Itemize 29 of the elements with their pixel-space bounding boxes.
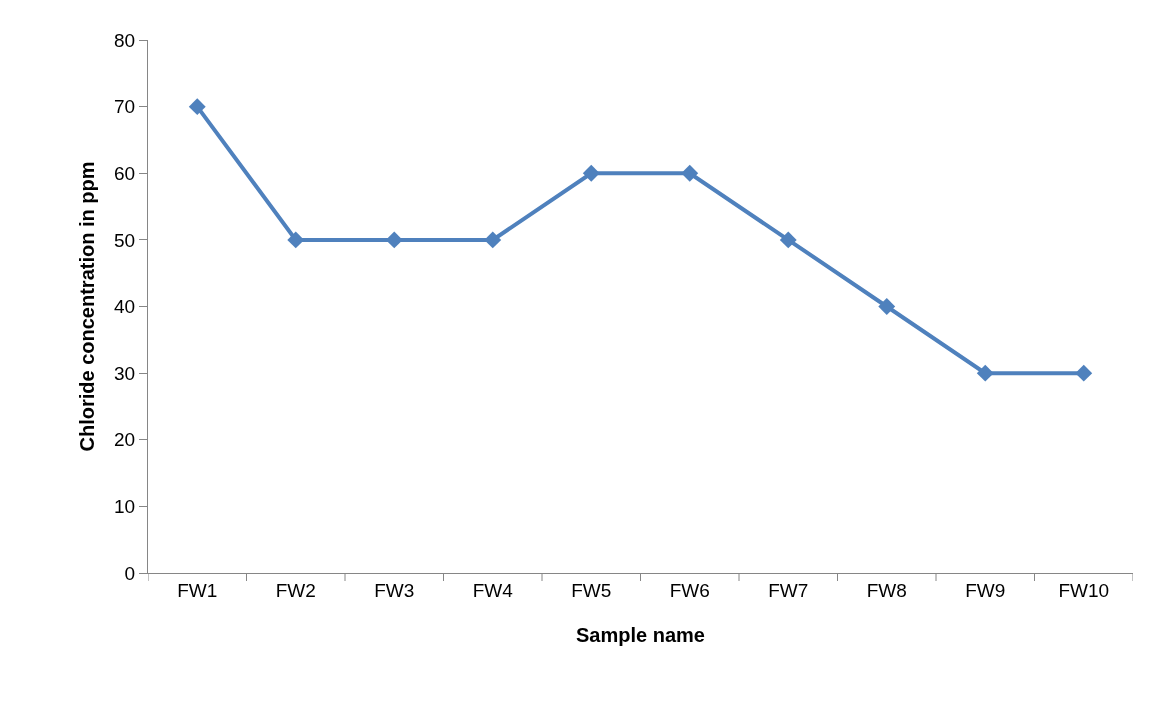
y-tick-label: 20 <box>114 429 136 451</box>
x-tick-label: FW2 <box>275 579 316 601</box>
point <box>484 231 502 249</box>
y-tick-label: 80 <box>114 29 136 51</box>
point <box>976 364 994 382</box>
point <box>188 98 206 116</box>
y-tick-label: 0 <box>124 562 136 584</box>
x-tick-label: FW5 <box>571 579 612 601</box>
point <box>878 298 896 315</box>
x-tick-label: FW4 <box>472 579 514 601</box>
point <box>681 164 699 182</box>
y-tick-label: 10 <box>114 496 136 518</box>
y-tick-label: 40 <box>114 296 136 318</box>
x-axis-title: Sample name <box>576 624 705 647</box>
x-tick-label: FW7 <box>768 579 809 601</box>
y-tick-label: 50 <box>114 229 136 251</box>
x-tick-label: FW3 <box>374 579 415 601</box>
y-tick-label: 70 <box>114 96 136 118</box>
x-tick-label: FW6 <box>669 579 710 601</box>
y-tick-label: 60 <box>114 162 136 184</box>
y-axis-title: Chloride concentration in ppm <box>75 161 98 452</box>
x-tick-label: FW1 <box>177 579 218 601</box>
x-tick-label: FW9 <box>965 579 1006 601</box>
x-tick-label: FW10 <box>1058 579 1110 601</box>
point <box>779 231 797 249</box>
point <box>1075 364 1093 382</box>
point <box>582 164 600 182</box>
y-tick-label: 30 <box>114 362 136 384</box>
x-tick-label: FW8 <box>866 579 907 601</box>
